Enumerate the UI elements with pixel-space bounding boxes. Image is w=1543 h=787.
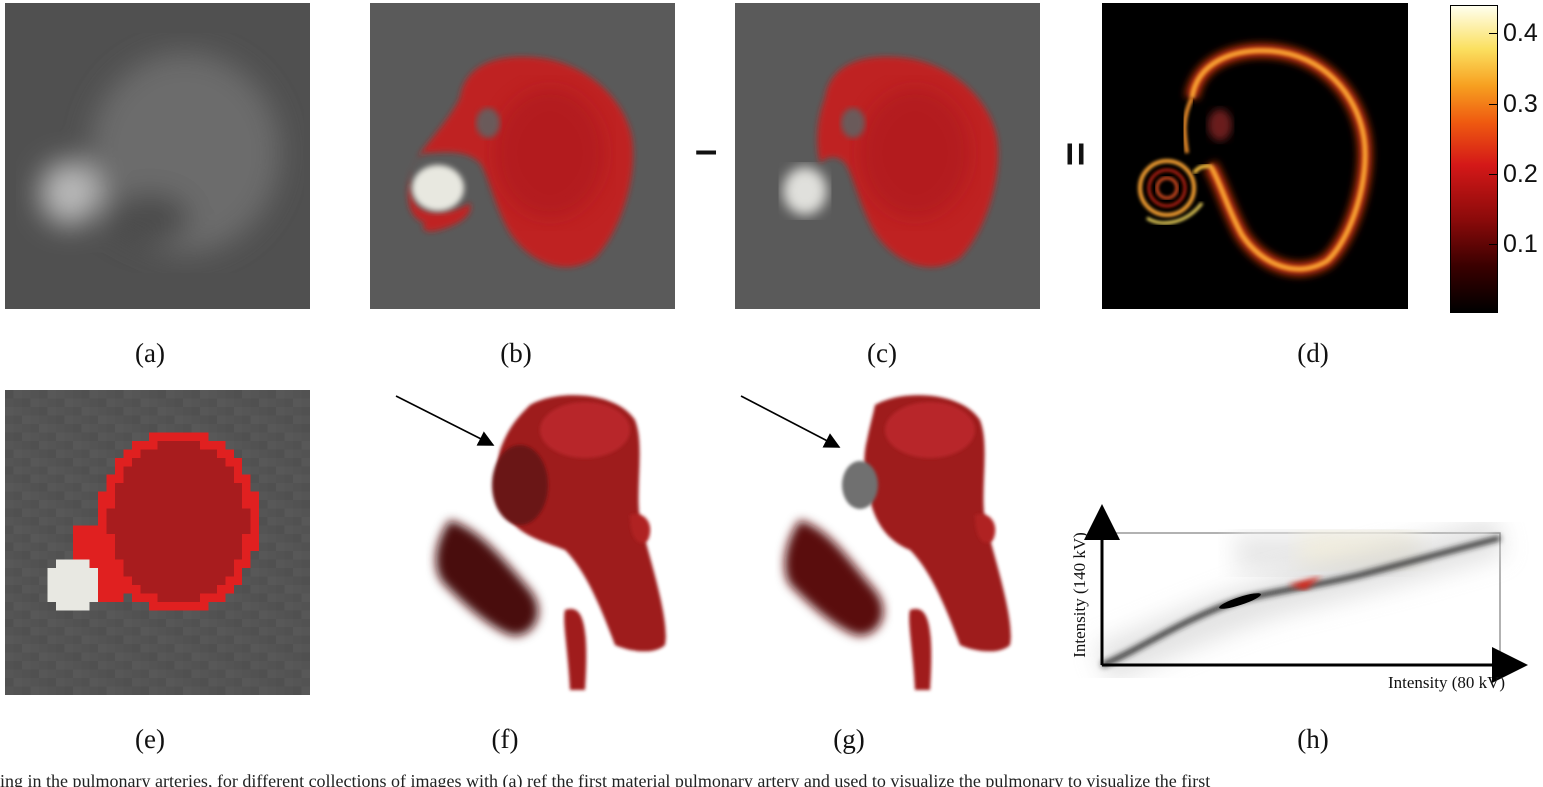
- panel-f-image: [390, 390, 690, 695]
- caption-g: (g): [833, 724, 865, 754]
- caption-e: (e): [135, 724, 165, 754]
- equals-operator: =: [1052, 141, 1100, 167]
- colorbar: [1450, 5, 1498, 313]
- caption-b: (b): [500, 338, 532, 368]
- panel-h-plot: [1060, 500, 1540, 700]
- colorbar-tick-mark: [1489, 244, 1497, 245]
- plot-h-x-axis-label: Intensity (80 kV): [1388, 673, 1506, 692]
- caption-d: (d): [1297, 338, 1329, 368]
- colorbar-tick-label: 0.2: [1503, 160, 1538, 188]
- panel-c-image: [735, 3, 1040, 309]
- caption-f: (f): [491, 724, 519, 754]
- figure-caption-cut-off: ing in the pulmonary arteries, for diffe…: [0, 772, 1211, 787]
- panel-g-image: [735, 390, 1035, 695]
- colorbar-tick-mark: [1489, 174, 1497, 175]
- minus-operator: –: [695, 128, 718, 172]
- colorbar-tick-label: 0.1: [1503, 230, 1538, 258]
- colorbar-tick-mark: [1489, 33, 1497, 34]
- panel-d-image: [1102, 3, 1408, 309]
- caption-a: (a): [135, 338, 165, 368]
- caption-c: (c): [867, 338, 897, 368]
- panel-b-image: [370, 3, 675, 309]
- plot-h-y-axis-label: Intensity (140 kV): [1070, 532, 1089, 658]
- caption-h: (h): [1297, 724, 1329, 754]
- panel-e-image: [5, 390, 310, 695]
- panel-a-image: [5, 3, 310, 309]
- colorbar-tick-mark: [1489, 104, 1497, 105]
- colorbar-tick-label: 0.3: [1503, 90, 1538, 118]
- colorbar-tick-label: 0.4: [1503, 19, 1538, 47]
